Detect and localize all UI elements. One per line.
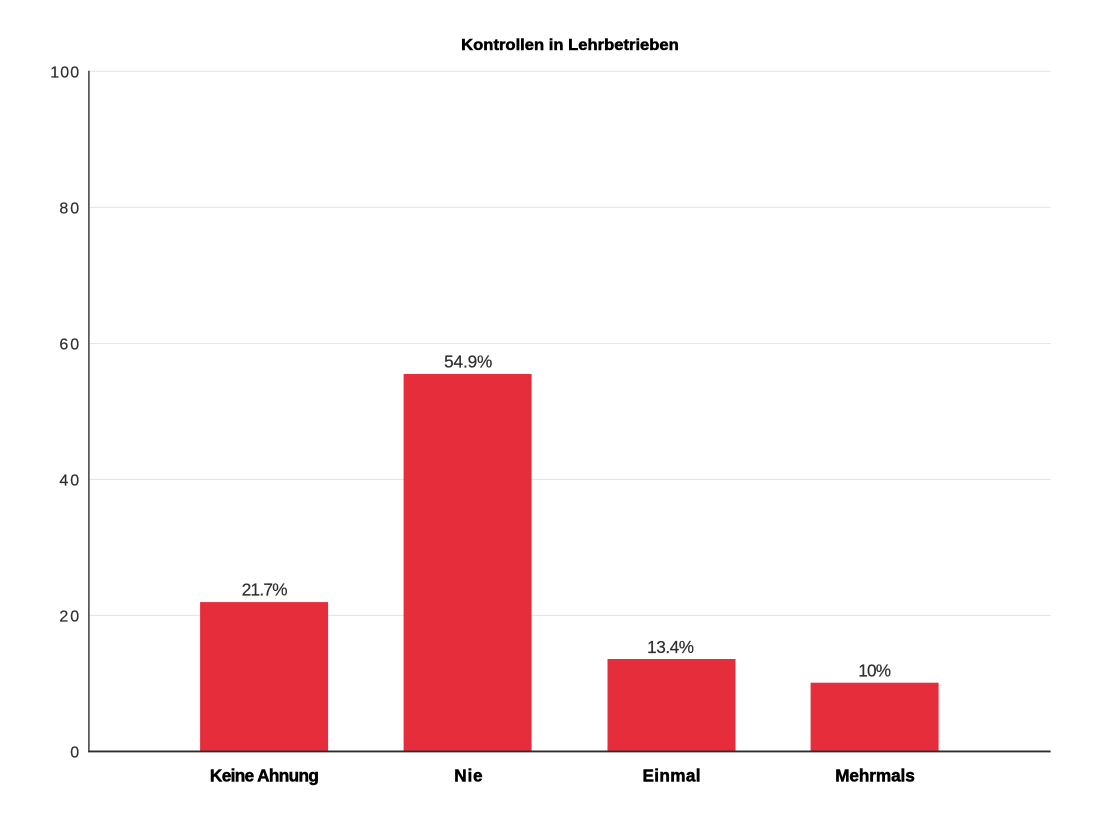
- svg-text:Einmal: Einmal: [643, 766, 701, 786]
- svg-text:Nie: Nie: [454, 766, 482, 786]
- svg-text:Keine Ahnung: Keine Ahnung: [210, 766, 319, 786]
- svg-text:21.7%: 21.7%: [242, 580, 288, 600]
- svg-text:13.4%: 13.4%: [647, 637, 694, 657]
- svg-text:Kontrollen in Lehrbetrieben: Kontrollen in Lehrbetrieben: [461, 37, 679, 54]
- svg-text:Mehrmals: Mehrmals: [835, 766, 915, 786]
- svg-text:60: 60: [59, 337, 79, 354]
- svg-text:40: 40: [59, 473, 79, 490]
- svg-text:54.9%: 54.9%: [444, 351, 492, 371]
- svg-text:100: 100: [50, 65, 79, 82]
- svg-text:20: 20: [59, 609, 79, 626]
- svg-text:10%: 10%: [858, 660, 891, 680]
- svg-text:80: 80: [59, 200, 79, 217]
- svg-text:0: 0: [70, 745, 79, 762]
